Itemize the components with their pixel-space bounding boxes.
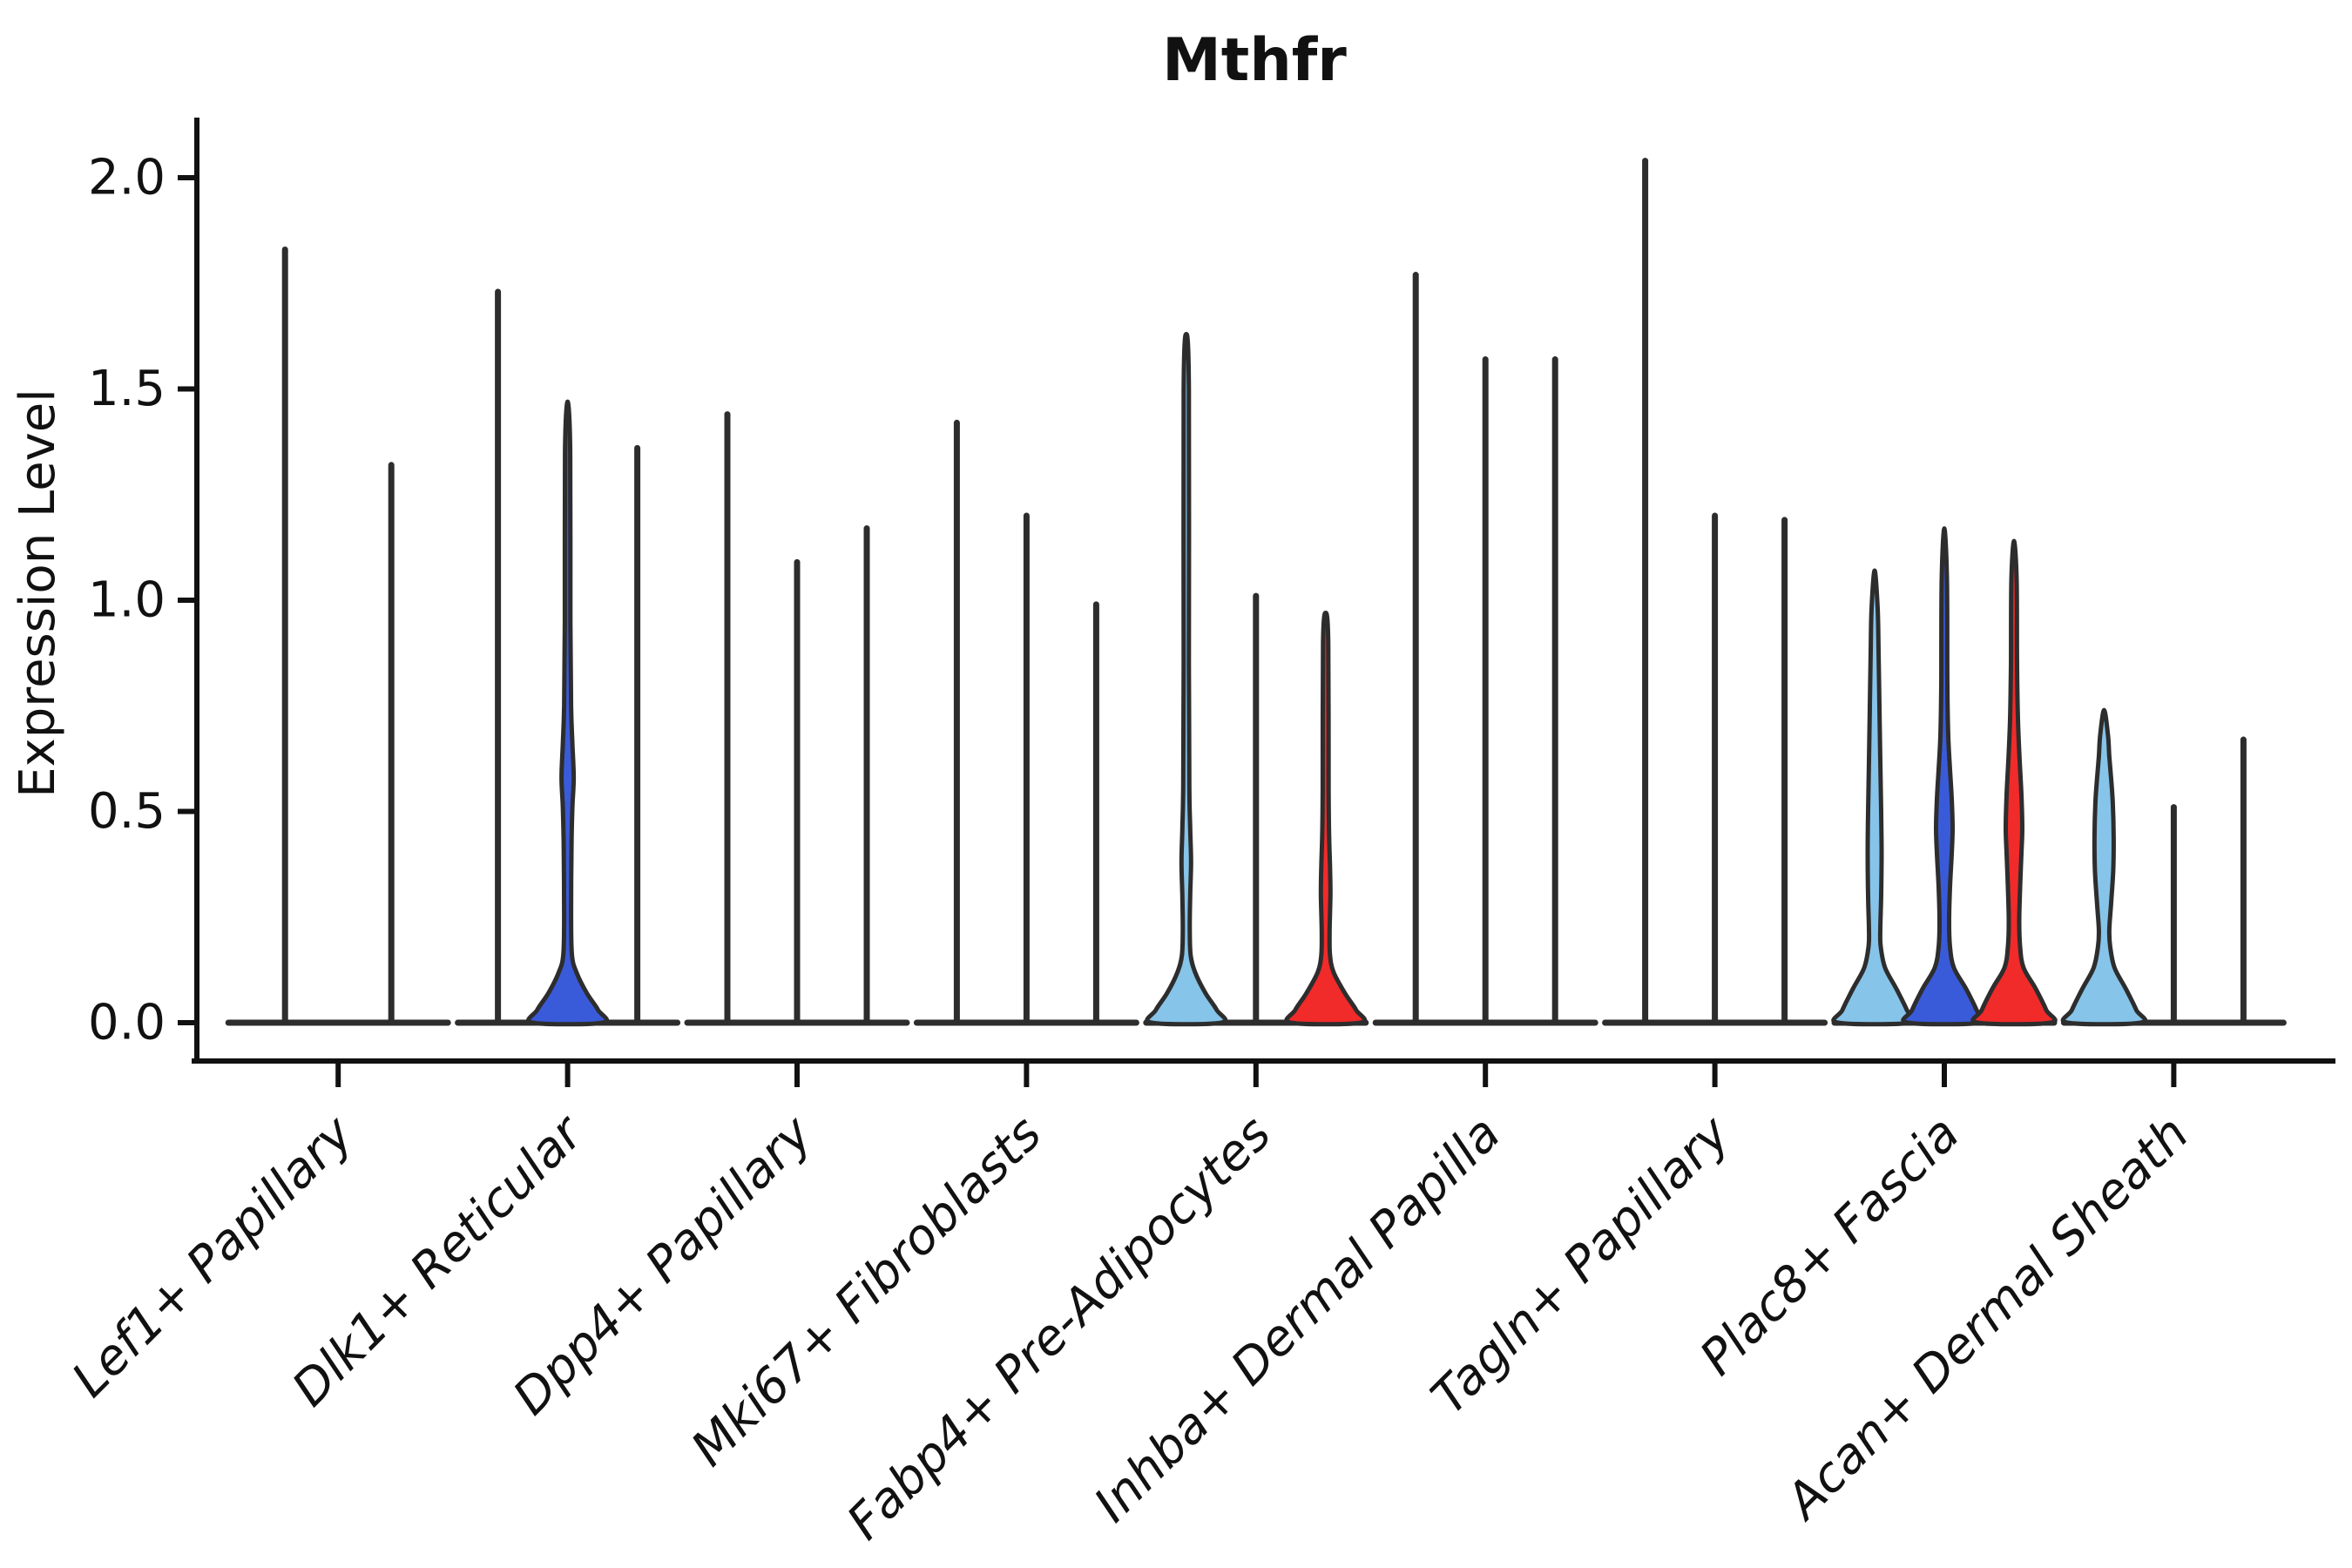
violin-body: [1145, 331, 1228, 1027]
violin-body: [1901, 526, 1988, 1027]
violin-category: [1143, 331, 1369, 1027]
violin-body: [2060, 707, 2148, 1027]
violin-category: [913, 419, 1139, 1026]
violin-body: [1831, 568, 1918, 1027]
y-tick-label: 1.5: [88, 361, 166, 417]
y-tick-label: 2.0: [88, 150, 166, 206]
y-tick-label: 1.0: [88, 572, 166, 629]
violin-category: [2060, 707, 2287, 1027]
violin-category: [455, 288, 681, 1027]
y-axis-label: Expression Level: [10, 389, 66, 798]
violin-body: [1970, 538, 2058, 1027]
violin-category: [1602, 158, 1828, 1026]
violin-category: [1831, 526, 2058, 1027]
y-tick-label: 0.0: [88, 995, 166, 1051]
plot-title: Mthfr: [1162, 26, 1347, 95]
violin-body: [1284, 611, 1368, 1027]
violin-category: [684, 411, 910, 1026]
violin-body: [526, 399, 610, 1027]
y-tick-label: 0.5: [88, 783, 166, 840]
violin-category: [225, 246, 451, 1026]
violin-category: [1372, 272, 1598, 1026]
